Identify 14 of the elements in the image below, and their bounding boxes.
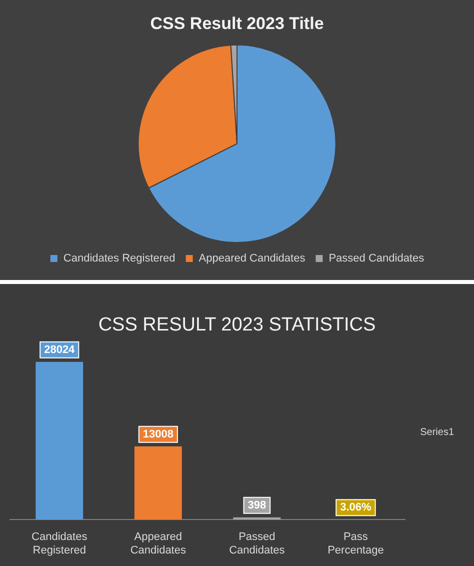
legend-label: Passed Candidates xyxy=(328,252,425,265)
x-tick-label: Pass Percentage xyxy=(328,531,384,556)
x-tick-label: Candidates Registered xyxy=(32,531,88,556)
chart-title: CSS Result 2023 Title xyxy=(150,14,324,33)
legend-label: Appeared Candidates xyxy=(198,252,306,265)
legend-label: Candidates Registered xyxy=(63,252,176,265)
text: Series1 xyxy=(420,426,454,438)
chart-title: CSS RESULT 2023 STATISTICS xyxy=(98,314,376,336)
x-tick-label: Appeared Candidates xyxy=(130,531,186,556)
data-label: 13008 xyxy=(142,428,174,440)
data-label: 3.06% xyxy=(340,502,372,514)
data-label: 398 xyxy=(248,499,266,512)
data-label: 28024 xyxy=(44,344,76,356)
x-tick-label: Passed Candidates xyxy=(229,531,286,556)
